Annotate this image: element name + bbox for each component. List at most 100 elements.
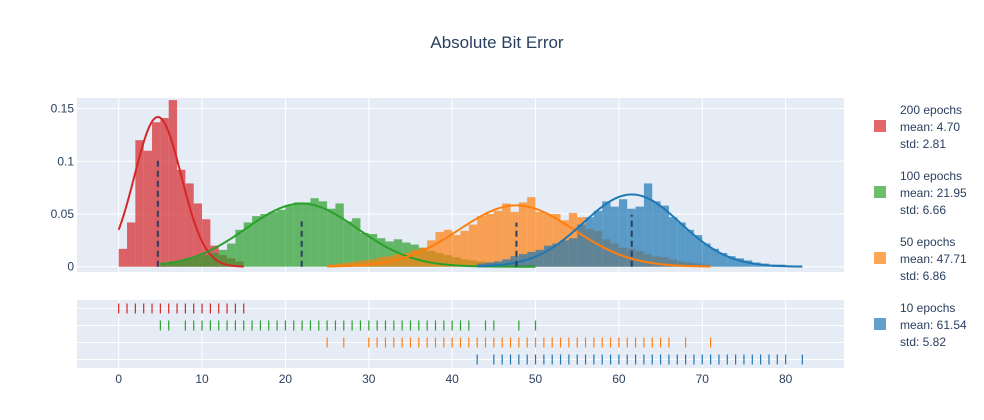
histogram-bar	[560, 240, 569, 267]
histogram-bar	[243, 222, 253, 267]
x-tick-label: 40	[445, 372, 459, 386]
y-tick-label: 0.05	[51, 207, 75, 221]
histogram-bar	[493, 261, 503, 267]
histogram-bar	[235, 229, 244, 267]
x-tick-label: 10	[195, 372, 209, 386]
histogram-bar	[693, 235, 703, 267]
histogram-bar	[493, 210, 503, 267]
legend-swatch[interactable]	[874, 186, 886, 198]
density-curve	[117, 116, 244, 268]
x-tick-label: 0	[115, 372, 122, 386]
histogram-bar	[193, 203, 203, 267]
histogram-bar	[143, 150, 153, 267]
histogram-bar	[518, 202, 528, 267]
histogram-bar	[327, 208, 336, 267]
histogram-bar	[468, 224, 478, 267]
x-tick-label: 80	[779, 372, 793, 386]
histogram-bar	[360, 232, 369, 267]
histogram-bar	[677, 222, 686, 267]
legend-text-line: 100 epochs	[900, 169, 962, 183]
histogram-bar	[177, 260, 186, 267]
histogram-bar	[377, 238, 386, 267]
histogram-bar	[252, 216, 261, 267]
histogram-bar	[402, 253, 411, 267]
histogram-bar	[568, 238, 578, 267]
legend-text-line: mean: 4.70	[900, 120, 960, 134]
histogram-bar	[635, 206, 644, 267]
histogram-bar	[218, 249, 228, 267]
histogram-bar	[502, 203, 511, 267]
histogram-bar	[335, 203, 344, 267]
histogram-bar	[418, 247, 428, 267]
legend-text-line: std: 2.81	[900, 137, 946, 151]
histogram-bar	[127, 222, 136, 267]
mean-lines	[156, 158, 633, 267]
histogram-bar	[585, 217, 594, 267]
histogram-bar	[552, 214, 561, 267]
histogram-bar	[535, 249, 544, 267]
legend-text-line: std: 6.66	[900, 203, 946, 217]
rug-plot-area	[77, 300, 844, 368]
histogram-bar	[435, 231, 444, 267]
histogram-bar	[460, 230, 469, 267]
histogram-bar	[185, 258, 194, 267]
histogram-bar	[610, 206, 619, 267]
histogram-bar	[193, 256, 203, 267]
y-tick-label: 0.1	[57, 154, 74, 168]
histogram-bar	[385, 241, 394, 267]
density-curve	[327, 204, 711, 268]
histogram-bar	[452, 235, 461, 267]
histogram-bar	[352, 261, 361, 267]
legend-text-line: 10 epochs	[900, 301, 955, 315]
histogram-bar	[310, 198, 319, 267]
legend[interactable]: 200 epochs mean: 4.70 std: 2.81 100 epochs m…	[874, 103, 967, 349]
legend-text-line: mean: 21.95	[900, 186, 967, 200]
histogram-bar	[527, 197, 536, 267]
x-tick-label: 30	[362, 372, 376, 386]
histogram-bar	[660, 205, 669, 267]
histogram-bar	[552, 243, 561, 267]
histogram-bar	[368, 259, 378, 267]
histogram-bar	[427, 240, 436, 267]
histogram-bar	[168, 100, 178, 267]
histogram-bar	[277, 209, 286, 267]
density-curve	[477, 193, 803, 268]
histogram-bar	[335, 263, 344, 267]
histogram-bar	[293, 202, 303, 267]
histogram-bar	[360, 260, 369, 267]
histogram-bar	[543, 245, 553, 267]
histogram-bar	[343, 262, 353, 267]
histogram-bar	[443, 229, 453, 267]
histogram-bar	[118, 248, 128, 267]
histogram-bar	[627, 208, 636, 267]
histogram-bar	[668, 217, 678, 267]
x-tick-label: 60	[612, 372, 626, 386]
legend-text-line: 50 epochs	[900, 235, 955, 249]
histogram-bar	[268, 211, 278, 267]
histogram-bar	[485, 214, 494, 267]
x-tick-label: 70	[696, 372, 710, 386]
histogram-bar	[185, 183, 194, 267]
histogram-bar	[702, 243, 711, 267]
histogram-bar	[502, 259, 511, 267]
histogram-bar	[510, 211, 519, 267]
rug-marks	[118, 303, 803, 365]
histogram-bar	[527, 251, 536, 267]
legend-swatch[interactable]	[874, 318, 886, 330]
x-tick-label: 50	[529, 372, 543, 386]
histogram-bar	[652, 201, 661, 267]
histogram-bar	[318, 201, 328, 267]
histogram-bar	[727, 256, 736, 267]
histogram-bar	[643, 183, 653, 267]
legend-swatch[interactable]	[874, 252, 886, 264]
histogram-bar	[710, 248, 719, 267]
y-tick-label: 0.15	[51, 102, 75, 116]
legend-swatch[interactable]	[874, 120, 886, 132]
histogram-bar	[202, 219, 211, 267]
density-curve	[160, 202, 536, 268]
density-curves	[117, 116, 803, 268]
histogram-bar	[135, 140, 144, 267]
legend-text-line: mean: 47.71	[900, 252, 967, 266]
histogram-bar	[368, 234, 378, 267]
